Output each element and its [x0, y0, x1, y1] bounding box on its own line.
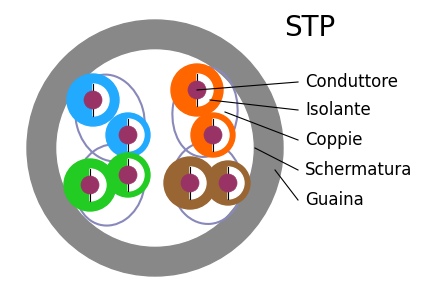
Circle shape	[119, 126, 137, 144]
Circle shape	[164, 157, 216, 209]
Wedge shape	[128, 119, 144, 151]
Wedge shape	[190, 167, 206, 199]
Circle shape	[106, 113, 150, 157]
Circle shape	[27, 20, 283, 276]
Circle shape	[81, 176, 99, 194]
Circle shape	[57, 50, 253, 246]
Text: Isolante: Isolante	[305, 101, 371, 119]
Wedge shape	[228, 167, 244, 199]
Wedge shape	[90, 169, 106, 201]
Text: Guaina: Guaina	[305, 191, 364, 209]
Text: Coppie: Coppie	[305, 131, 363, 149]
Wedge shape	[93, 84, 109, 116]
Wedge shape	[197, 74, 213, 106]
Circle shape	[181, 174, 199, 192]
Circle shape	[191, 113, 235, 157]
Circle shape	[67, 74, 119, 126]
Wedge shape	[213, 119, 229, 151]
Circle shape	[119, 166, 137, 184]
Wedge shape	[128, 159, 144, 191]
Text: STP: STP	[284, 14, 336, 42]
Text: Schermatura: Schermatura	[305, 161, 412, 179]
Circle shape	[106, 153, 150, 197]
Circle shape	[219, 174, 237, 192]
Circle shape	[206, 161, 250, 205]
Circle shape	[171, 64, 223, 116]
Circle shape	[64, 159, 116, 211]
Circle shape	[84, 91, 102, 109]
Circle shape	[188, 81, 206, 99]
Text: Conduttore: Conduttore	[305, 73, 398, 91]
Circle shape	[204, 126, 222, 144]
